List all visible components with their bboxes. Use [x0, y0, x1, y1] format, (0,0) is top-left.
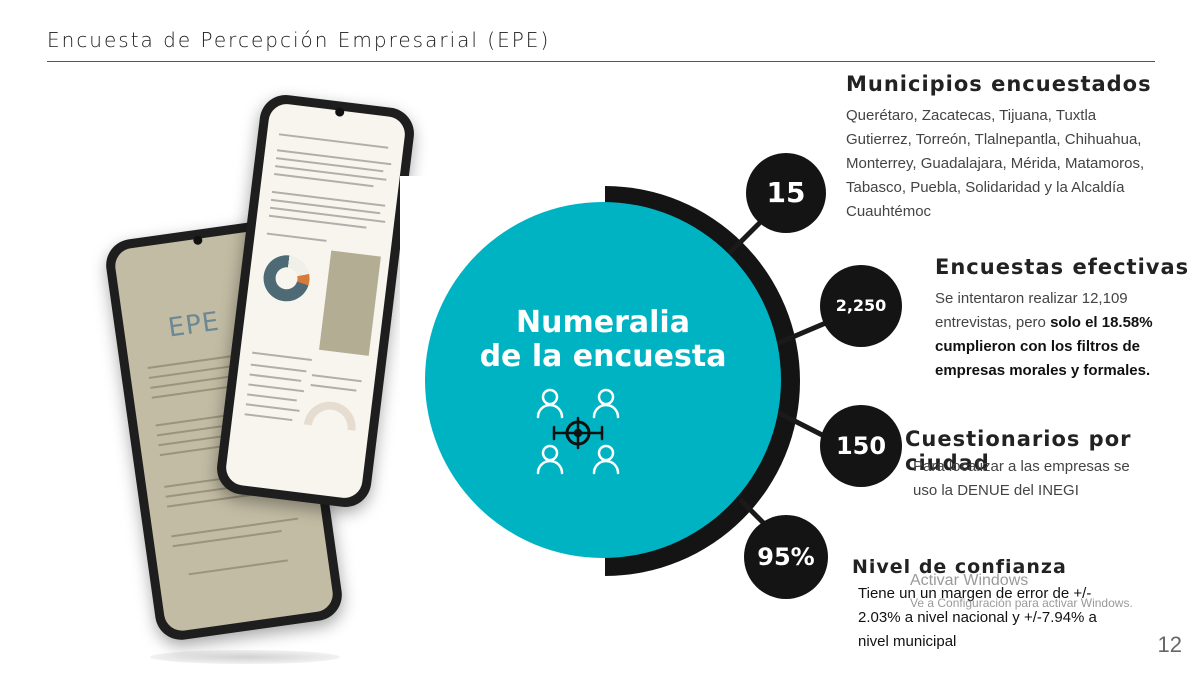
stat-value: 150	[835, 432, 887, 460]
stat-text-municipios: Querétaro, Zacatecas, Tijuana, Tuxtla Gu…	[846, 107, 1145, 220]
stat-heading-cuestionarios: Cuestionarios por ciudad	[905, 427, 1132, 475]
windows-activation-hint: Ve a Configuración para activar Windows.	[910, 596, 1133, 610]
numeralia-title-line2: de la encuesta	[479, 339, 727, 374]
title-divider	[47, 61, 1155, 62]
stat-heading-municipios: Municipios encuestados	[846, 72, 1152, 96]
stat-text-plain: Se intentaron realizar 12,109 entrevista…	[935, 290, 1128, 331]
windows-activation-watermark: Activar Windows	[910, 572, 1029, 589]
numeralia-title: Numeralia de la encuesta	[425, 306, 781, 374]
stat-badge-encuestas: 2,250	[820, 265, 902, 347]
numeralia-circle	[425, 202, 781, 558]
phone-front-image	[214, 92, 417, 510]
stat-heading-encuestas: Encuestas efectivas	[935, 255, 1190, 279]
stat-value: 15	[766, 176, 806, 209]
stat-heading-confianza: Nivel de confianza	[852, 556, 1067, 578]
stat-badge-confianza: 95%	[744, 515, 828, 599]
page-number: 12	[1157, 632, 1182, 657]
stat-badge-municipios: 15	[746, 153, 826, 233]
numeralia-title-line1: Numeralia	[516, 305, 690, 340]
phone-shadow	[150, 650, 340, 664]
stat-value: 95%	[757, 543, 815, 571]
survey-people-target-icon	[536, 388, 620, 475]
stat-value: 2,250	[835, 296, 887, 315]
stat-text-bold: solo el 18.58% cumplieron con los filtro…	[935, 314, 1153, 379]
stat-text-encuestas: Se intentaron realizar 12,109 entrevista…	[935, 287, 1180, 383]
epe-logo: EPE	[166, 306, 222, 344]
stat-text-cuestionarios: Para localizar a las empresas se uso la …	[913, 458, 1130, 499]
page-title: Encuesta de Percepción Empresarial (EPE)	[47, 28, 551, 52]
phone-front-screen	[224, 102, 407, 500]
stat-text-confianza: Tiene un un margen de error de +/- 2.03%…	[858, 585, 1097, 650]
stat-badge-cuestionarios: 150	[820, 405, 902, 487]
